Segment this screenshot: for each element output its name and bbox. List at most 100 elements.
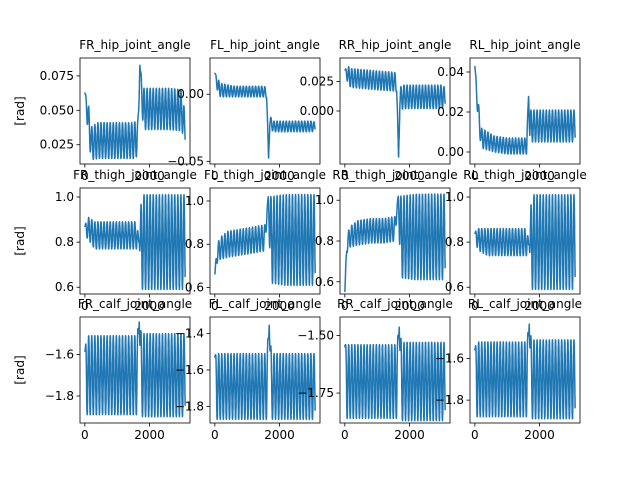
y-tick-label: 0.6	[185, 281, 204, 295]
x-tick-label: 0	[471, 169, 479, 183]
subplot-title: RL_thigh_joint_angle	[463, 168, 587, 182]
x-tick-label: 2000	[264, 169, 295, 183]
y-tick-label: −1.6	[175, 363, 204, 377]
series-line	[474, 194, 576, 291]
axes-frame	[339, 316, 451, 424]
x-tick-label: 2000	[524, 169, 555, 183]
y-tick-label: 0.02	[437, 105, 464, 119]
subplot-title: FR_calf_joint_angle	[78, 297, 192, 311]
subplot-title: FL_calf_joint_angle	[209, 297, 322, 311]
x-tick-label: 0	[211, 299, 219, 313]
y-tick-label: 0.025	[300, 75, 334, 89]
x-tick-label: 0	[471, 428, 479, 442]
x-tick-label: 2000	[394, 299, 425, 313]
subplot-title: FR_thigh_joint_angle	[73, 168, 197, 182]
y-tick-label: 0.8	[185, 237, 204, 251]
y-tick-label: −1.4	[175, 326, 204, 340]
y-axis-label: [rad]	[13, 355, 27, 384]
y-tick-label: −1.75	[297, 386, 334, 400]
y-tick-label: 0.6	[445, 280, 464, 294]
x-tick-label: 2000	[134, 169, 165, 183]
x-tick-label: 0	[341, 299, 349, 313]
subplot-2: −0.05 0.00 0 2000 FL_hip_joint_angle	[167, 38, 321, 183]
subplot-title: FR_hip_joint_angle	[79, 38, 190, 52]
x-tick-label: 2000	[394, 169, 425, 183]
subplot-title: RL_calf_joint_angle	[468, 297, 582, 311]
series-line	[84, 321, 186, 418]
series-line	[344, 326, 446, 422]
y-tick-label: 0.025	[40, 138, 74, 152]
x-tick-label: 2000	[134, 299, 165, 313]
x-tick-label: 0	[341, 428, 349, 442]
y-tick-label: 0.075	[40, 69, 74, 83]
series-line	[214, 72, 316, 159]
subplot-title: RL_hip_joint_angle	[469, 38, 580, 52]
y-tick-label: 0.00	[437, 145, 464, 159]
y-tick-label: −1.50	[297, 328, 334, 342]
y-tick-label: 0.00	[177, 87, 204, 101]
axes-frame	[79, 57, 191, 165]
axes-frame	[209, 187, 321, 295]
x-tick-label: 0	[471, 299, 479, 313]
y-tick-label: 0.8	[445, 235, 464, 249]
series-line	[214, 324, 316, 421]
subplot-title: RR_hip_joint_angle	[339, 38, 452, 52]
series-line	[474, 323, 576, 420]
y-tick-label: −1.6	[45, 347, 74, 361]
axes-frame	[79, 316, 191, 424]
y-tick-label: 1.0	[445, 190, 464, 204]
axes-frame	[79, 187, 191, 295]
x-tick-label: 2000	[524, 428, 555, 442]
x-tick-label: 0	[211, 428, 219, 442]
x-tick-label: 2000	[264, 428, 295, 442]
x-tick-label: 0	[81, 428, 89, 442]
y-tick-label: 0.6	[55, 280, 74, 294]
subplot-title: FL_thigh_joint_angle	[204, 168, 326, 182]
series-line	[344, 65, 446, 158]
y-tick-label: 0.6	[315, 275, 334, 289]
x-tick-label: 0	[341, 169, 349, 183]
axes-frame	[209, 57, 321, 165]
x-tick-label: 2000	[134, 428, 165, 442]
x-tick-label: 0	[211, 169, 219, 183]
y-tick-label: 0.000	[300, 104, 334, 118]
series-line	[474, 66, 576, 155]
subplot-title: FL_hip_joint_angle	[210, 38, 320, 52]
subplot-1: 0.025 0.050 0.075 0 2000 FR_hip_joint_angle [r…	[13, 38, 191, 183]
axes-frame	[469, 187, 581, 295]
y-tick-label: 1.0	[185, 194, 204, 208]
series-line	[84, 194, 186, 291]
y-tick-label: 1.0	[315, 193, 334, 207]
y-tick-label: 0.050	[40, 103, 74, 117]
subplot-3: 0.000 0.025 0 2000 RR_hip_joint_angle	[300, 38, 452, 183]
subplot-title: RR_thigh_joint_angle	[332, 168, 457, 182]
series-line	[214, 193, 316, 287]
y-tick-label: 1.0	[55, 190, 74, 204]
y-tick-label: 0.04	[437, 65, 464, 79]
series-line	[84, 64, 186, 161]
x-tick-label: 0	[81, 299, 89, 313]
x-tick-label: 0	[81, 169, 89, 183]
y-tick-label: −1.8	[45, 389, 74, 403]
y-tick-label: −0.05	[167, 154, 204, 168]
series-line	[344, 193, 446, 292]
y-axis-label: [rad]	[13, 96, 27, 125]
axes-frame	[469, 316, 581, 424]
x-tick-label: 2000	[524, 299, 555, 313]
y-tick-label: 0.8	[315, 234, 334, 248]
y-tick-label: −1.8	[435, 393, 464, 407]
x-tick-label: 2000	[394, 428, 425, 442]
y-tick-label: −1.8	[175, 400, 204, 414]
y-axis-label: [rad]	[13, 226, 27, 255]
y-tick-label: −1.6	[435, 352, 464, 366]
x-tick-label: 2000	[264, 299, 295, 313]
